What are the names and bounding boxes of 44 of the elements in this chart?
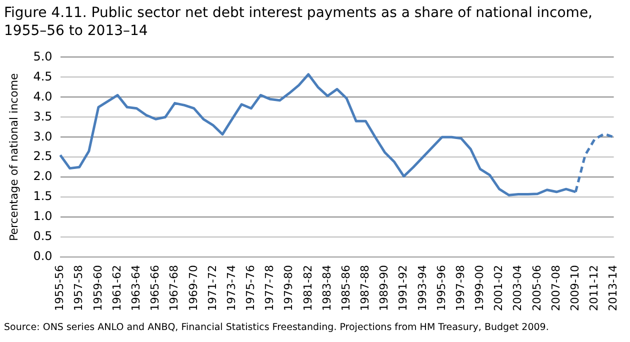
y-tick-label: 0.5 <box>33 229 52 244</box>
x-tick-label: 1997-98 <box>454 265 467 312</box>
x-tick-label: 1993-94 <box>416 265 429 312</box>
y-tick-label: 2.0 <box>33 169 52 184</box>
x-tick-label: 1959-60 <box>91 265 104 312</box>
x-tick-label: 1983-84 <box>320 265 334 312</box>
x-tick-label: 1999-00 <box>473 265 486 312</box>
x-tick-label: 1995-96 <box>434 265 448 312</box>
y-tick-label: 2.5 <box>33 149 52 164</box>
y-tick-label: 3.0 <box>33 129 52 144</box>
y-tick-label: 1.5 <box>33 189 52 204</box>
x-tick-label: 2007-08 <box>549 265 562 312</box>
x-tick-label: 1971-72 <box>206 265 219 312</box>
x-tick-label: 1979-80 <box>282 265 296 312</box>
x-tick-label: 2005-06 <box>530 265 544 312</box>
x-tick-label: 1961-62 <box>110 265 124 312</box>
x-tick-label: 1955-56 <box>53 265 66 312</box>
x-tick-label: 1965-66 <box>148 265 162 312</box>
x-tick-label: 1987-88 <box>358 265 372 312</box>
x-tick-label: 1991-92 <box>396 265 410 312</box>
x-tick-label: 1973-74 <box>224 265 238 312</box>
x-tick-label: 1985-86 <box>339 265 352 312</box>
x-tick-label: 1967-68 <box>168 265 181 312</box>
x-tick-label: 2009-10 <box>568 265 582 312</box>
x-tick-label: 2003-04 <box>511 265 524 312</box>
x-tick-label: 2001-02 <box>492 265 506 312</box>
x-tick-label: 2013-14 <box>606 265 620 312</box>
y-tick-label: 4.0 <box>33 89 52 104</box>
x-tick-label: 1969-70 <box>186 265 200 312</box>
y-axis-title: Percentage of national income <box>7 72 20 242</box>
y-tick-label: 4.5 <box>33 69 52 84</box>
x-tick-label: 2011-12 <box>588 265 601 312</box>
x-tick-label: 1963-64 <box>129 265 142 312</box>
x-tick-label: 1989-90 <box>378 265 391 312</box>
y-tick-label: 3.5 <box>33 109 52 124</box>
chart-title: Figure 4.11. Public sector net debt interest payments as a share of national income, 1955–56 to 2013–14 <box>4 4 594 40</box>
source-note: Source: ONS series ANLO and ANBQ, Financial Statistics Freestanding. Projections from HM Treasury, Budget 2009. <box>4 322 549 333</box>
y-tick-label: 5.0 <box>33 49 52 64</box>
y-tick-label: 1.0 <box>33 209 52 224</box>
x-tick-label: 1977-78 <box>263 265 276 312</box>
x-tick-label: 1981-82 <box>301 265 314 312</box>
x-tick-label: 1957-58 <box>72 265 86 312</box>
x-tick-label: 1975-76 <box>244 265 258 312</box>
y-tick-label: 0.0 <box>33 249 52 264</box>
